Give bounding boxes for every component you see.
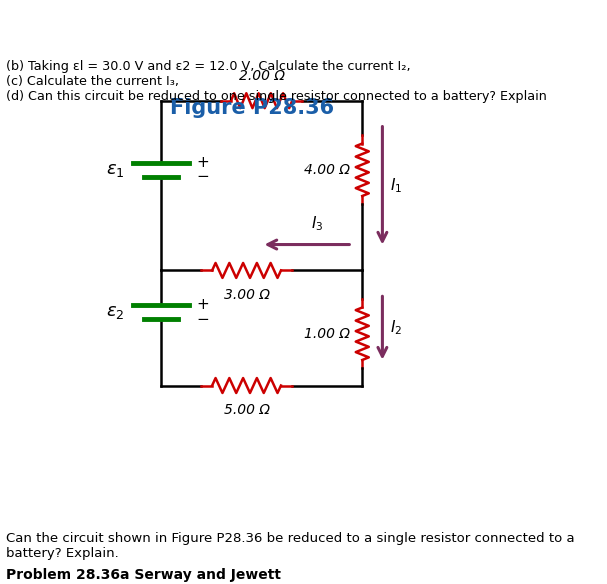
Text: $\varepsilon_1$: $\varepsilon_1$ [106, 161, 125, 179]
Text: 3.00 Ω: 3.00 Ω [223, 288, 270, 302]
Text: +: + [196, 155, 209, 170]
Text: $I_1$: $I_1$ [390, 176, 402, 195]
Text: $I_3$: $I_3$ [311, 214, 323, 233]
Text: $\varepsilon_2$: $\varepsilon_2$ [106, 303, 125, 321]
Text: −: − [196, 312, 209, 327]
Text: $I_2$: $I_2$ [390, 319, 402, 338]
Text: Problem 28.36a Serway and Jewett: Problem 28.36a Serway and Jewett [6, 568, 281, 582]
Text: 2.00 Ω: 2.00 Ω [239, 69, 285, 84]
Text: Figure P28.36: Figure P28.36 [169, 98, 334, 118]
Text: 1.00 Ω: 1.00 Ω [304, 326, 350, 340]
Text: −: − [196, 169, 209, 185]
Text: +: + [196, 297, 209, 312]
Text: 5.00 Ω: 5.00 Ω [223, 403, 270, 417]
Text: 4.00 Ω: 4.00 Ω [304, 163, 350, 177]
Text: (b) Taking εl = 30.0 V and ε2 = 12.0 V, Calculate the current I₂,
(c) Calculate : (b) Taking εl = 30.0 V and ε2 = 12.0 V, … [6, 60, 547, 103]
Text: Can the circuit shown in Figure P28.36 be reduced to a single resistor connected: Can the circuit shown in Figure P28.36 b… [6, 532, 575, 560]
